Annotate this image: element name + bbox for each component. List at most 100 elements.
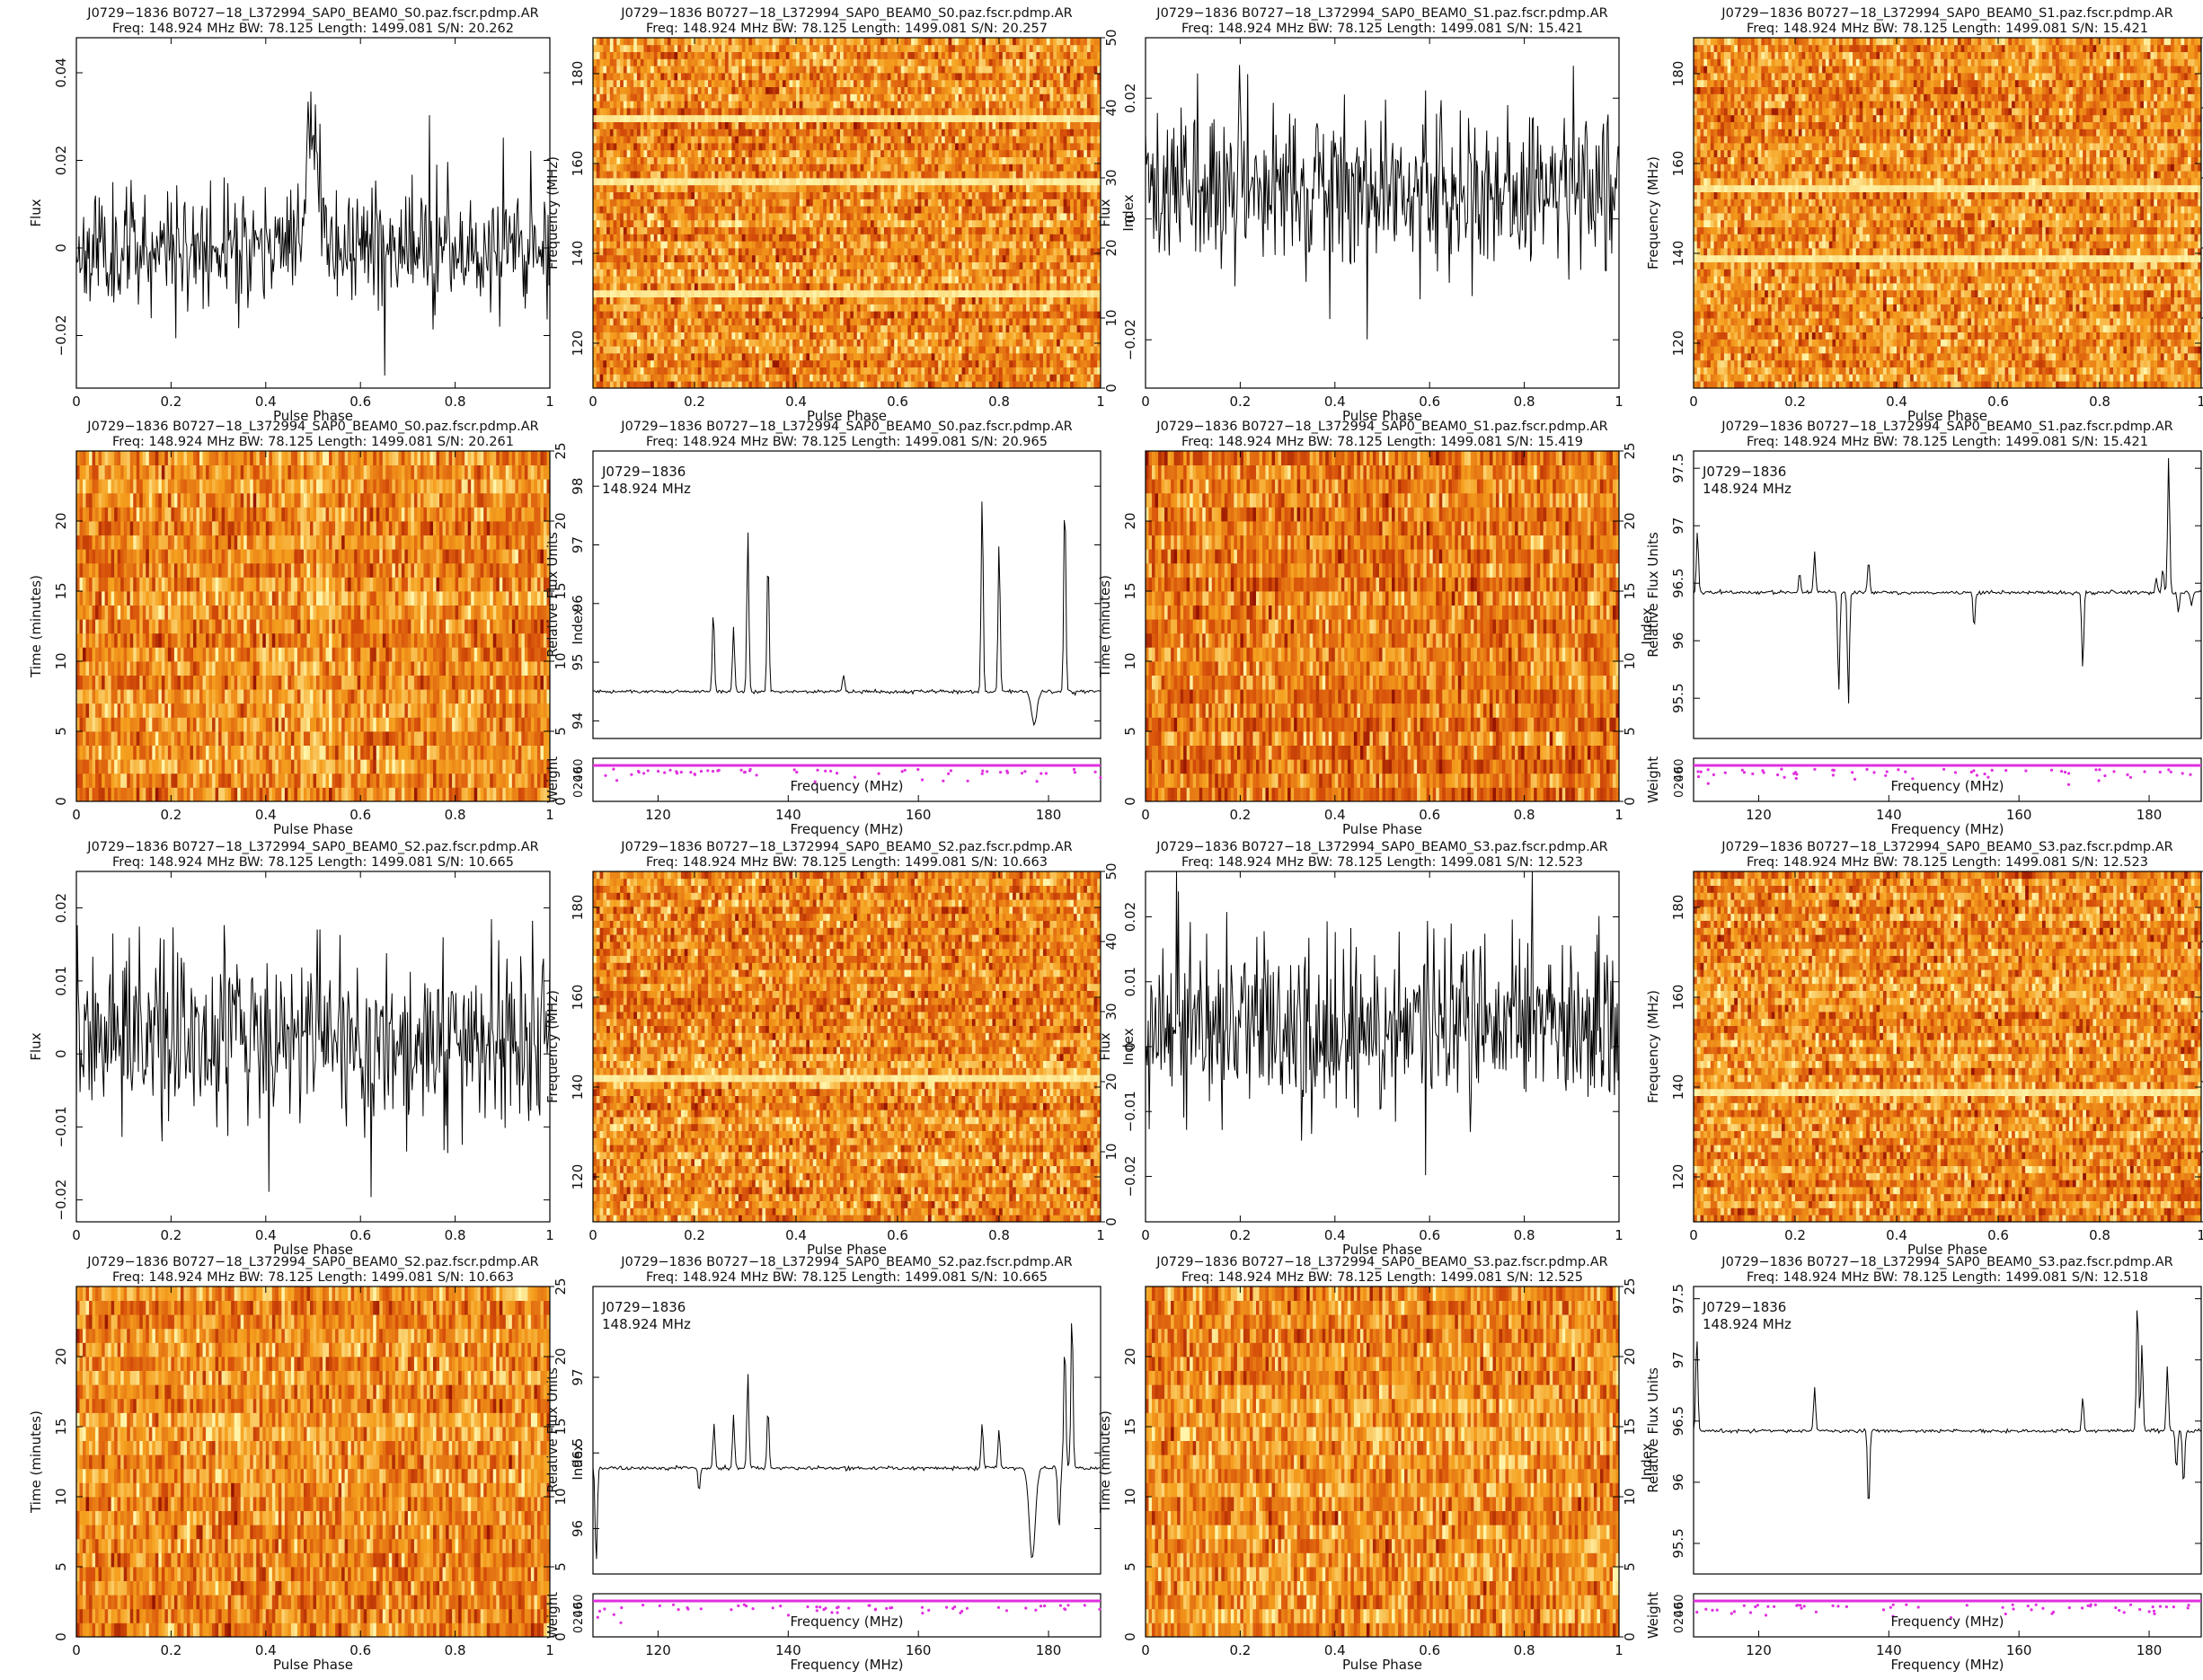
x-tick-label: 0.8 [2089, 393, 2110, 410]
index-tick-label: 20 [553, 512, 569, 529]
plot-frame [76, 38, 550, 388]
y-tick-label: −0.02 [53, 1180, 69, 1221]
index-tick-label: 5 [1622, 727, 1638, 736]
weight-panel-xlabel: Frequency (MHz) [1890, 1614, 2004, 1630]
plot-title: J0729−1836 B0727−18_L372994_SAP0_BEAM0_S… [1155, 840, 1607, 854]
x-tick-label: 0.8 [988, 393, 1010, 410]
chart-p01: J0729−1836 B0727−18_L372994_SAP0_BEAM0_S… [544, 6, 1137, 424]
x-tick-label: 120 [1746, 1642, 1772, 1658]
x-tick-label: 1 [2197, 393, 2203, 410]
y-axis-label: Frequency (MHz) [1645, 156, 1661, 270]
weight-panel-xlabel: Frequency (MHz) [1890, 778, 2004, 794]
y-tick-label: 120 [570, 1164, 586, 1190]
x-tick-label: 0 [72, 1642, 81, 1658]
y-tick-label: 96 [570, 595, 586, 612]
inset-frequency: 148.924 MHz [1703, 481, 1792, 497]
x-axis-label: Frequency (MHz) [790, 1657, 903, 1673]
index-tick-label: 5 [553, 1562, 569, 1571]
heatmap-cells [593, 38, 1101, 388]
index-tick-label: 10 [1103, 1143, 1119, 1160]
x-tick-label: 0.6 [1987, 1227, 2009, 1243]
inset-pulsar-name: J0729−1836 [601, 464, 686, 480]
y-axis-label: Time (minutes) [1097, 1410, 1113, 1514]
y-tick-label: 180 [570, 61, 586, 87]
weight-tick-label: 60 [1673, 1594, 1686, 1609]
index-tick-label: 20 [1103, 1073, 1119, 1090]
x-tick-label: 0.8 [445, 807, 466, 823]
x-tick-label: 160 [906, 807, 932, 823]
chart-p00: J0729−1836 B0727−18_L372994_SAP0_BEAM0_S… [28, 6, 554, 424]
x-tick-label: 180 [2137, 807, 2163, 823]
x-tick-label: 0.8 [1514, 807, 1535, 823]
y-tick-label: 180 [1670, 895, 1686, 921]
y-tick-label: −0.02 [1122, 1155, 1138, 1197]
index-tick-label: 50 [1103, 862, 1119, 880]
x-axis-label: Frequency (MHz) [790, 821, 903, 837]
y-tick-label: 15 [1122, 1418, 1138, 1435]
index-tick-label: 25 [1622, 1278, 1638, 1295]
index-tick-label: 5 [553, 727, 569, 736]
y-tick-label: 96.5 [1670, 568, 1686, 597]
x-tick-label: 180 [2137, 1642, 2163, 1658]
index-tick-label: 10 [1622, 652, 1638, 669]
x-tick-label: 1 [1615, 1227, 1623, 1243]
y-tick-label: 160 [1670, 985, 1686, 1011]
plot-subtitle: Freq: 148.924 MHz BW: 78.125 Length: 149… [1747, 22, 2148, 36]
profile-trace [1146, 65, 1619, 339]
chart-p30: J0729−1836 B0727−18_L372994_SAP0_BEAM0_S… [28, 1255, 586, 1673]
x-tick-label: 0 [72, 393, 81, 410]
plot-title: J0729−1836 B0727−18_L372994_SAP0_BEAM0_S… [1721, 420, 2172, 434]
plot-title: J0729−1836 B0727−18_L372994_SAP0_BEAM0_S… [620, 1255, 1072, 1269]
y-tick-label: 10 [53, 652, 69, 669]
plot-subtitle: Freq: 148.924 MHz BW: 78.125 Length: 149… [646, 855, 1048, 870]
y-axis-label: Flux [28, 199, 44, 226]
x-tick-label: 0.2 [1229, 1227, 1251, 1243]
y-axis-label: Time (minutes) [28, 575, 44, 678]
heatmap-cells [1694, 38, 2201, 388]
x-tick-label: 0 [1141, 393, 1150, 410]
y-tick-label: 94 [570, 712, 586, 729]
weight-tick-label: 0 [1673, 1626, 1686, 1633]
plot-subtitle: Freq: 148.924 MHz BW: 78.125 Length: 149… [1747, 855, 2148, 870]
y-tick-label: 0.02 [53, 146, 69, 175]
x-tick-label: 1 [545, 393, 554, 410]
y-tick-label: 160 [570, 151, 586, 177]
heatmap-cells [1694, 871, 2201, 1222]
weight-axis-label: Weight [1645, 1592, 1661, 1639]
plot-subtitle: Freq: 148.924 MHz BW: 78.125 Length: 149… [1181, 22, 1583, 36]
y-tick-label: 0 [1122, 1042, 1138, 1051]
plot-subtitle: Freq: 148.924 MHz BW: 78.125 Length: 149… [1181, 435, 1583, 449]
x-tick-label: 0.8 [1514, 1227, 1535, 1243]
x-tick-label: 0 [1689, 1227, 1698, 1243]
index-tick-label: 25 [553, 1278, 569, 1295]
chart-p03: J0729−1836 B0727−18_L372994_SAP0_BEAM0_S… [1645, 6, 2203, 424]
y-tick-label: 15 [53, 582, 69, 599]
x-tick-label: 120 [1746, 807, 1772, 823]
plot-title: J0729−1836 B0727−18_L372994_SAP0_BEAM0_S… [1155, 420, 1607, 434]
plot-subtitle: Freq: 148.924 MHz BW: 78.125 Length: 149… [112, 435, 514, 449]
weight-tick-label: 60 [1673, 758, 1686, 774]
x-tick-label: 1 [545, 1642, 554, 1658]
y-tick-label: 96.5 [570, 1438, 586, 1468]
x-tick-label: 0.2 [684, 393, 705, 410]
y-axis-label: Flux [1097, 199, 1113, 226]
y-tick-label: 0.02 [53, 893, 69, 923]
x-tick-label: 1 [545, 807, 554, 823]
y-tick-label: 120 [1670, 331, 1686, 357]
x-tick-label: 0.4 [1886, 393, 1907, 410]
x-tick-label: 180 [1036, 807, 1062, 823]
plot-title: J0729−1836 B0727−18_L372994_SAP0_BEAM0_S… [1721, 840, 2172, 854]
plot-subtitle: Freq: 148.924 MHz BW: 78.125 Length: 149… [112, 1270, 514, 1285]
chart-p10: J0729−1836 B0727−18_L372994_SAP0_BEAM0_S… [28, 420, 586, 837]
y-tick-label: 20 [53, 512, 69, 529]
plot-title: J0729−1836 B0727−18_L372994_SAP0_BEAM0_S… [620, 6, 1072, 21]
x-tick-label: 1 [545, 1227, 554, 1243]
plot-subtitle: Freq: 148.924 MHz BW: 78.125 Length: 149… [646, 435, 1048, 449]
weight-panel-xlabel: Frequency (MHz) [790, 778, 903, 794]
profile-trace [1146, 871, 1619, 1175]
inset-pulsar-name: J0729−1836 [1702, 464, 1786, 480]
y-tick-label: 5 [1122, 1562, 1138, 1571]
heatmap-cells [76, 1287, 550, 1637]
index-tick-label: 20 [553, 1348, 569, 1365]
x-tick-label: 0.4 [1886, 1227, 1907, 1243]
